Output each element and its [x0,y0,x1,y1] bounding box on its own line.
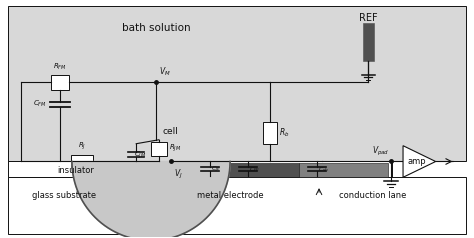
Text: $V_{pad}$: $V_{pad}$ [372,144,389,158]
Text: conduction lane: conduction lane [339,191,406,200]
Bar [71,154,93,169]
Bar [363,23,374,61]
Text: cell: cell [163,127,179,136]
Text: insulator: insulator [57,166,94,175]
Bar [171,164,299,177]
Bar [8,177,466,234]
Text: bath solution: bath solution [122,23,190,33]
Text: $R_J$: $R_J$ [78,140,86,152]
Text: amp: amp [408,157,426,166]
Bar [8,6,466,162]
Text: $V_J$: $V_J$ [174,167,183,181]
Bar [151,142,167,156]
Text: $R_{JM}$: $R_{JM}$ [169,143,181,154]
Text: $C_{sh}$: $C_{sh}$ [318,165,329,174]
Text: glass substrate: glass substrate [32,191,97,200]
Text: $R_b$: $R_b$ [279,127,289,139]
Polygon shape [403,146,436,177]
Text: metal electrode: metal electrode [197,191,264,200]
Text: $C_{JE}$: $C_{JE}$ [211,164,222,174]
Text: $C_{FE}$: $C_{FE}$ [249,165,261,174]
Text: $R_{FM}$: $R_{FM}$ [53,61,67,72]
Bar [51,74,69,90]
Text: $C_{JM}$: $C_{JM}$ [134,149,146,160]
Bar [299,164,388,177]
Text: $V_M$: $V_M$ [159,66,171,79]
Text: $C_{FM}$: $C_{FM}$ [34,99,47,109]
Text: REF: REF [359,13,378,23]
Bar [8,162,392,177]
Bar [263,122,276,144]
Polygon shape [72,162,230,238]
